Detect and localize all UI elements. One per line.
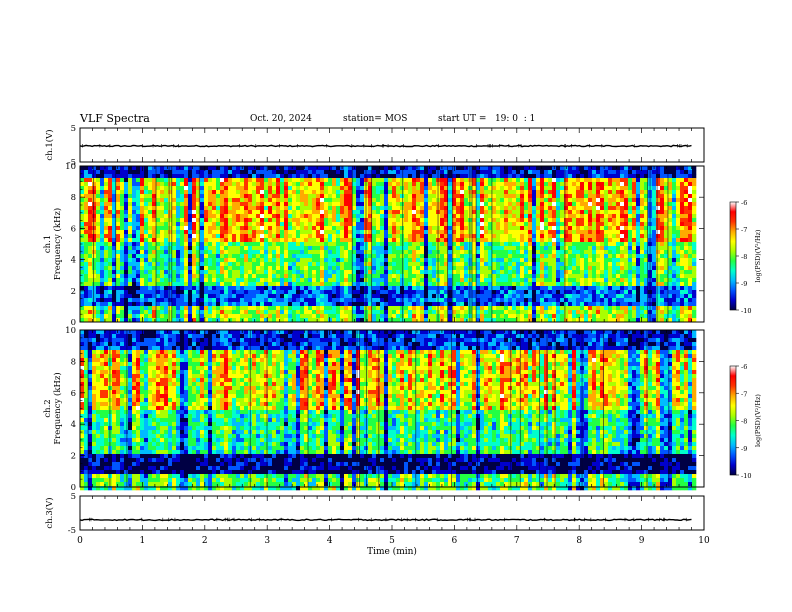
colorbar-tick-label: -6	[741, 363, 747, 371]
colorbar-label: log(PSD)(V²/Hz)	[754, 229, 762, 282]
spectrogram-ch1-spectrogram	[80, 166, 697, 323]
start-time-label: start UT = 19: 0 : 1	[438, 114, 536, 124]
colorbar-tick-label: -8	[741, 253, 747, 261]
y-tick-label-ch1-spectrogram: 8	[71, 193, 76, 203]
y-axis-label-ch1-spectrogram: ch.1	[43, 235, 53, 253]
observation-date: Oct. 20, 2024	[250, 114, 312, 124]
colorbar-tick-label: -9	[741, 280, 747, 288]
frame-ch3-waveform	[79, 495, 705, 531]
spectrogram-ch2-spectrogram	[80, 330, 697, 491]
y-tick-label-ch1-spectrogram: 4	[71, 256, 76, 266]
y-tick-label-ch1-waveform: -5	[68, 158, 76, 168]
y-tick-label-ch3-waveform: 5	[71, 492, 76, 502]
x-tick-label: 9	[639, 536, 645, 546]
colorbar-tick-label: -7	[741, 226, 747, 234]
colorbar-tick-label: -10	[741, 307, 751, 315]
x-tick-label: 5	[389, 536, 395, 546]
colorbar-tick-label: -9	[741, 445, 747, 453]
y-axis-label-ch2-spectrogram: Frequency (kHz)	[52, 372, 63, 444]
colorbar-tick-label: -7	[741, 390, 747, 398]
y-tick-label-ch1-spectrogram: 10	[65, 162, 76, 172]
station-label: station= MOS	[343, 114, 408, 124]
x-tick-label: 1	[140, 536, 146, 546]
x-tick-label: 6	[452, 536, 458, 546]
y-tick-label-ch3-waveform: -5	[68, 526, 76, 536]
y-tick-label-ch2-spectrogram: 2	[71, 452, 76, 462]
x-tick-label: 3	[264, 536, 270, 546]
x-tick-label: 0	[77, 536, 83, 546]
x-tick-label: 8	[576, 536, 582, 546]
colorbar-ch1-spectrogram	[729, 201, 737, 311]
colorbar-tick-label: -10	[741, 472, 751, 480]
y-tick-label-ch1-spectrogram: 6	[71, 224, 76, 234]
y-tick-label-ch1-waveform: 5	[71, 124, 76, 134]
x-tick-label: 7	[514, 536, 520, 546]
waveform-line-ch1-waveform	[79, 144, 692, 148]
colorbar-tick-label: -8	[741, 418, 747, 426]
y-axis-label-ch1-waveform: ch.1(V)	[44, 129, 55, 160]
chart-title: VLF Spectra	[80, 112, 150, 125]
y-axis-label-ch1-spectrogram: Frequency (kHz)	[52, 208, 63, 280]
x-tick-label: 2	[202, 536, 208, 546]
y-axis-label-ch3-waveform: ch.3(V)	[44, 497, 55, 528]
colorbar-label: log(PSD)(V²/Hz)	[754, 394, 762, 447]
y-tick-label-ch2-spectrogram: 4	[71, 420, 76, 430]
y-axis-label-ch2-spectrogram: ch.2	[43, 399, 53, 417]
x-tick-label: 4	[327, 536, 333, 546]
y-tick-label-ch2-spectrogram: 0	[71, 483, 76, 493]
y-tick-label-ch1-spectrogram: 2	[71, 287, 76, 297]
colorbar-ch2-spectrogram	[729, 365, 737, 476]
y-tick-label-ch2-spectrogram: 8	[71, 357, 76, 367]
y-tick-label-ch2-spectrogram: 10	[65, 326, 76, 336]
colorbar-tick-label: -6	[741, 199, 747, 207]
y-tick-label-ch2-spectrogram: 6	[71, 389, 76, 399]
y-tick-label-ch1-spectrogram: 0	[71, 318, 76, 328]
x-tick-label: 10	[698, 536, 710, 546]
x-axis-label: Time (min)	[367, 546, 417, 557]
